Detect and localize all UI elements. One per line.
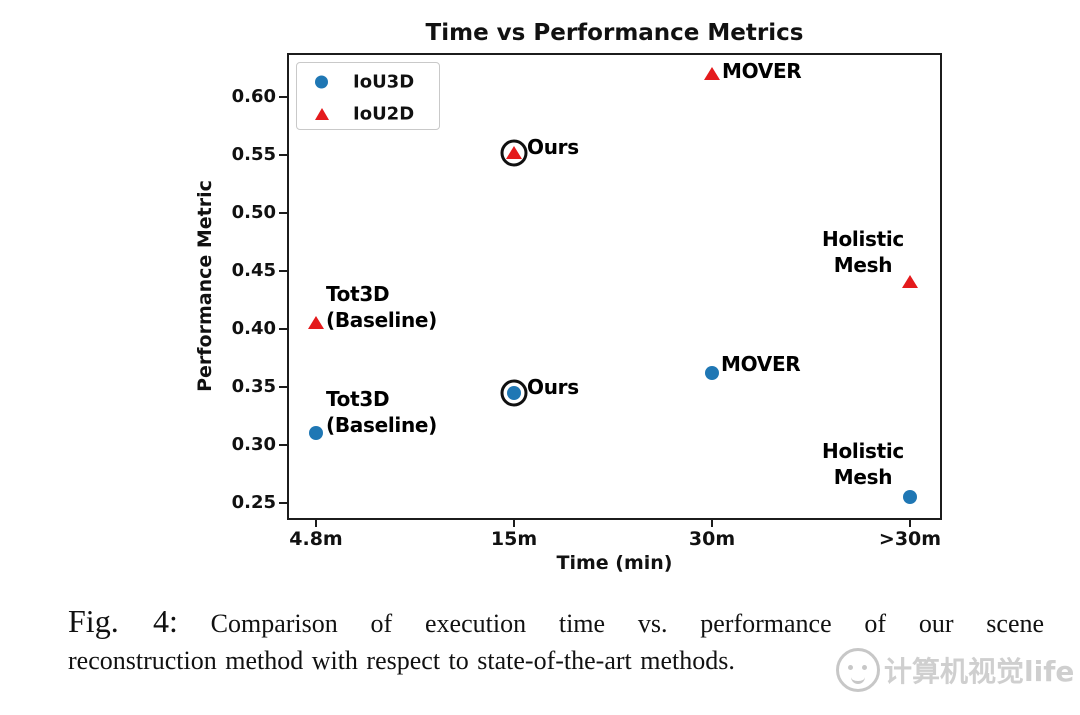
figure-number: Fig. 4: <box>68 603 178 639</box>
y-tick-label: 0.30 <box>231 433 276 455</box>
point-label: MOVER <box>722 58 802 83</box>
y-tick-mark <box>279 153 287 156</box>
point-label: Holistic Mesh <box>822 438 904 489</box>
scatter-point <box>506 145 522 159</box>
x-tick-label: >30m <box>878 528 942 550</box>
legend-item-label: IoU2D <box>353 103 415 124</box>
y-tick-label: 0.40 <box>231 317 276 339</box>
scatter-point <box>308 315 324 329</box>
y-tick-mark <box>279 501 287 504</box>
y-tick-mark <box>279 327 287 330</box>
y-tick-mark <box>279 96 287 99</box>
legend-item-iou3d: IoU3D <box>297 68 439 95</box>
point-label: Tot3D (Baseline) <box>326 387 438 438</box>
scatter-point <box>705 365 719 380</box>
scatter-point <box>704 66 720 80</box>
triangle-marker-icon <box>315 107 329 120</box>
point-label: Ours <box>527 374 579 399</box>
point-label: Tot3D (Baseline) <box>326 282 438 332</box>
point-label: MOVER <box>721 351 801 376</box>
x-tick-mark <box>315 520 317 527</box>
scatter-point <box>902 275 918 289</box>
x-tick-label: 4.8m <box>289 528 343 550</box>
scatter-point <box>507 385 521 400</box>
y-tick-label: 0.60 <box>231 86 276 108</box>
x-tick-mark <box>513 520 515 527</box>
y-tick-label: 0.55 <box>231 143 276 165</box>
legend-item-label: IoU3D <box>353 71 415 92</box>
y-tick-mark <box>279 269 287 272</box>
highlight-ring <box>500 139 528 167</box>
x-tick-label: 30m <box>688 528 736 550</box>
y-tick-mark <box>279 385 287 388</box>
point-label: Ours <box>527 134 579 159</box>
x-axis-label: Time (min) <box>556 552 673 574</box>
scatter-point <box>309 426 323 441</box>
y-tick-label: 0.25 <box>231 491 276 513</box>
caption-line-1: Fig. 4: Comparison of execution time vs.… <box>68 602 1044 643</box>
circle-marker-icon <box>315 75 328 88</box>
y-tick-mark <box>279 211 287 214</box>
watermark-text: 计算机视觉life <box>884 655 1075 688</box>
x-tick-mark <box>909 520 911 527</box>
legend: IoU3D IoU2D <box>296 62 440 130</box>
legend-item-iou2d: IoU2D <box>297 100 439 127</box>
watermark-camera-logo-icon <box>836 648 880 692</box>
point-label: Holistic Mesh <box>822 227 904 278</box>
scatter-point <box>903 489 917 504</box>
y-tick-mark <box>279 443 287 446</box>
x-tick-mark <box>711 520 713 527</box>
figure-caption: Fig. 4: Comparison of execution time vs.… <box>68 602 1044 679</box>
watermark: 计算机视觉life <box>836 648 1074 692</box>
caption-text: Comparison of execution time vs. perform… <box>210 609 1045 638</box>
highlight-ring <box>500 379 528 407</box>
caption-line-2: reconstruction method with respect to st… <box>68 646 735 675</box>
plot-area <box>287 53 942 520</box>
x-tick-label: 15m <box>490 528 538 550</box>
y-tick-label: 0.35 <box>231 375 276 397</box>
y-tick-label: 0.50 <box>231 201 276 223</box>
y-tick-label: 0.45 <box>231 259 276 281</box>
chart-title: Time vs Performance Metrics <box>425 20 804 46</box>
